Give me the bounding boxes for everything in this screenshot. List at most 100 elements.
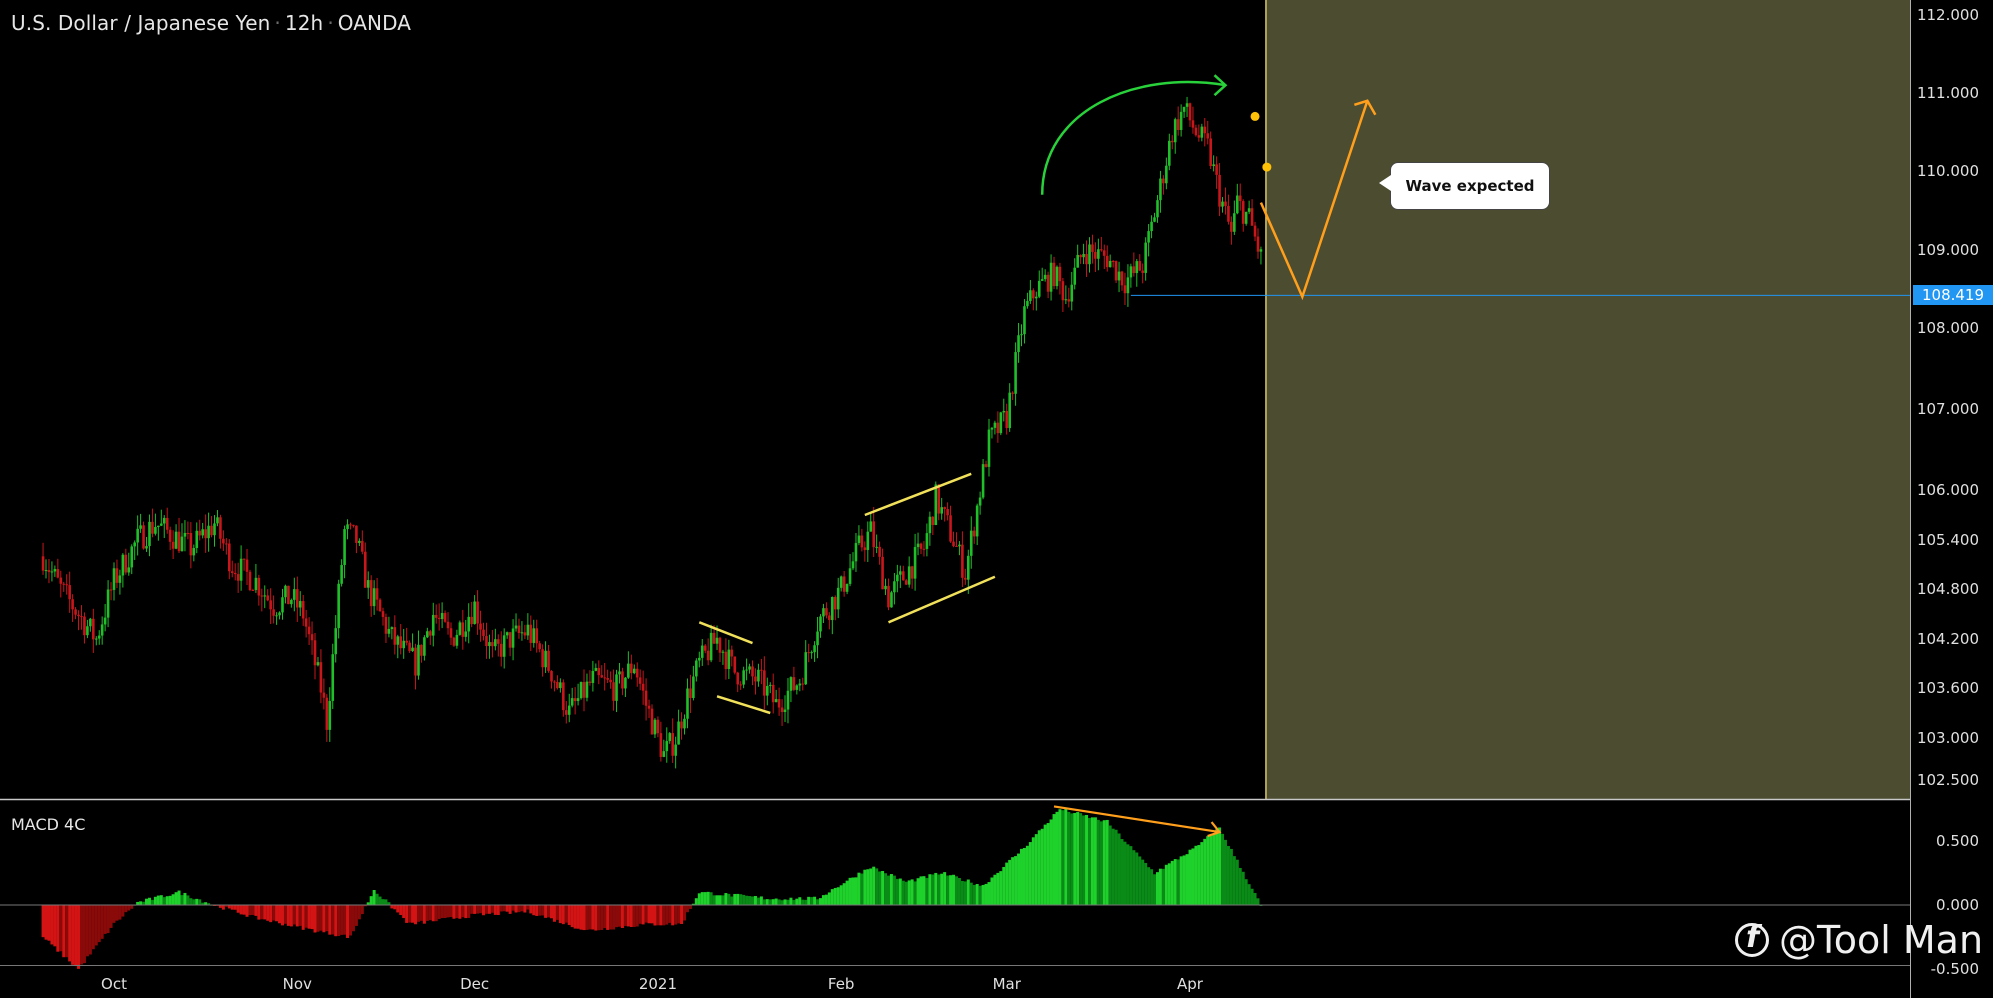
signal-dot[interactable]: [1262, 162, 1272, 172]
macd-bar: [1215, 829, 1219, 905]
macd-bar: [393, 905, 397, 910]
price-tick-label: 111.000: [1916, 84, 1979, 102]
macd-bar: [824, 894, 828, 905]
candle-body: [1037, 280, 1041, 297]
interval-label[interactable]: 12h: [284, 11, 324, 35]
macd-bar: [1014, 856, 1018, 905]
flag-top-line[interactable]: [698, 621, 753, 645]
macd-bar: [981, 884, 985, 905]
macd-bar: [990, 877, 994, 905]
candle-body: [736, 672, 740, 685]
macd-bar: [674, 905, 678, 925]
wave-expected-callout[interactable]: Wave expected: [1379, 162, 1550, 210]
candle-body: [1114, 261, 1118, 281]
price-tick-label: 107.000: [1916, 400, 1979, 418]
candle-body: [1215, 164, 1218, 175]
price-tick-label: 104.800: [1916, 580, 1979, 598]
macd-bar: [44, 905, 48, 940]
macd-bar: [1182, 855, 1186, 905]
macd-bar: [606, 905, 610, 930]
macd-bar: [671, 905, 675, 926]
candle-body: [189, 532, 193, 556]
candle-body: [387, 628, 391, 634]
candle-body: [606, 678, 609, 680]
candle-body: [159, 523, 163, 526]
candle-body: [1085, 254, 1088, 265]
candle-body: [186, 532, 190, 534]
macd-bar: [665, 905, 669, 925]
channel-bottom-line[interactable]: [887, 575, 996, 624]
candle-body: [733, 656, 737, 673]
macd-bar: [1138, 856, 1142, 905]
candle-body: [987, 429, 991, 467]
candle-body: [476, 601, 479, 624]
macd-bar: [405, 905, 409, 923]
macd-bar: [487, 905, 491, 914]
macd-bar: [1105, 819, 1109, 905]
candle-body: [375, 588, 379, 600]
macd-bar: [384, 899, 388, 905]
candle-body: [77, 614, 80, 617]
macd-bar: [1040, 828, 1044, 905]
signal-dot[interactable]: [1250, 111, 1260, 121]
macd-bar: [544, 905, 548, 918]
macd-bar: [904, 881, 908, 905]
candle-body: [227, 543, 231, 572]
candle-body: [316, 662, 320, 666]
candle-body: [656, 719, 660, 734]
macd-bar: [1085, 815, 1089, 905]
macd-bar: [821, 895, 825, 905]
divergence-line[interactable]: [1053, 805, 1220, 834]
macd-bar: [1061, 810, 1065, 905]
flag-bottom-line[interactable]: [716, 695, 771, 715]
macd-bar: [136, 901, 140, 905]
candle-body: [1100, 249, 1103, 251]
macd-bar: [641, 905, 645, 925]
macd-bar: [1114, 829, 1118, 905]
macd-bar: [780, 900, 784, 905]
candle-body: [405, 640, 408, 643]
candle-body: [627, 663, 630, 678]
macd-bar: [310, 905, 314, 930]
macd-bar: [142, 901, 146, 905]
macd-bar: [827, 892, 831, 905]
macd-bar: [751, 896, 755, 905]
candle-body: [242, 558, 246, 560]
macd-bar: [889, 874, 893, 905]
indicator-label[interactable]: MACD 4C: [11, 815, 86, 834]
macd-bar: [343, 905, 347, 935]
price-tick-label: 102.500: [1916, 771, 1979, 789]
candle-body: [1046, 274, 1050, 292]
candle-body: [961, 544, 964, 578]
macd-bar: [1020, 848, 1024, 905]
macd-bar: [742, 894, 746, 905]
wave-projection[interactable]: [1259, 100, 1369, 301]
macd-bar: [585, 905, 589, 930]
candle-body: [1082, 254, 1085, 258]
macd-bar: [656, 905, 660, 926]
candle-body: [361, 540, 364, 552]
macd-bar: [322, 905, 326, 933]
candle-body: [402, 640, 405, 649]
macd-bar: [233, 905, 237, 910]
symbol-title[interactable]: U.S. Dollar / Japanese Yen · 12h · OANDA: [11, 11, 411, 35]
price-tick-label: 110.000: [1916, 162, 1979, 180]
trend-arrow[interactable]: [1040, 80, 1226, 195]
candle-body: [804, 652, 808, 685]
macd-bar: [204, 902, 208, 905]
candle-body: [567, 705, 571, 715]
candle-body: [632, 668, 636, 674]
candle-body: [293, 589, 296, 600]
macd-bar: [360, 905, 364, 915]
candle-body: [94, 638, 98, 640]
candle-body: [399, 636, 403, 649]
macd-bar: [999, 871, 1003, 905]
macd-bar: [680, 905, 684, 924]
macd-bar: [765, 899, 769, 905]
candle-body: [928, 516, 932, 534]
candle-body: [301, 601, 305, 619]
channel-top-line[interactable]: [864, 472, 972, 517]
macd-bar: [411, 905, 415, 923]
macd-bar: [1203, 838, 1207, 905]
candle-body: [174, 531, 178, 549]
